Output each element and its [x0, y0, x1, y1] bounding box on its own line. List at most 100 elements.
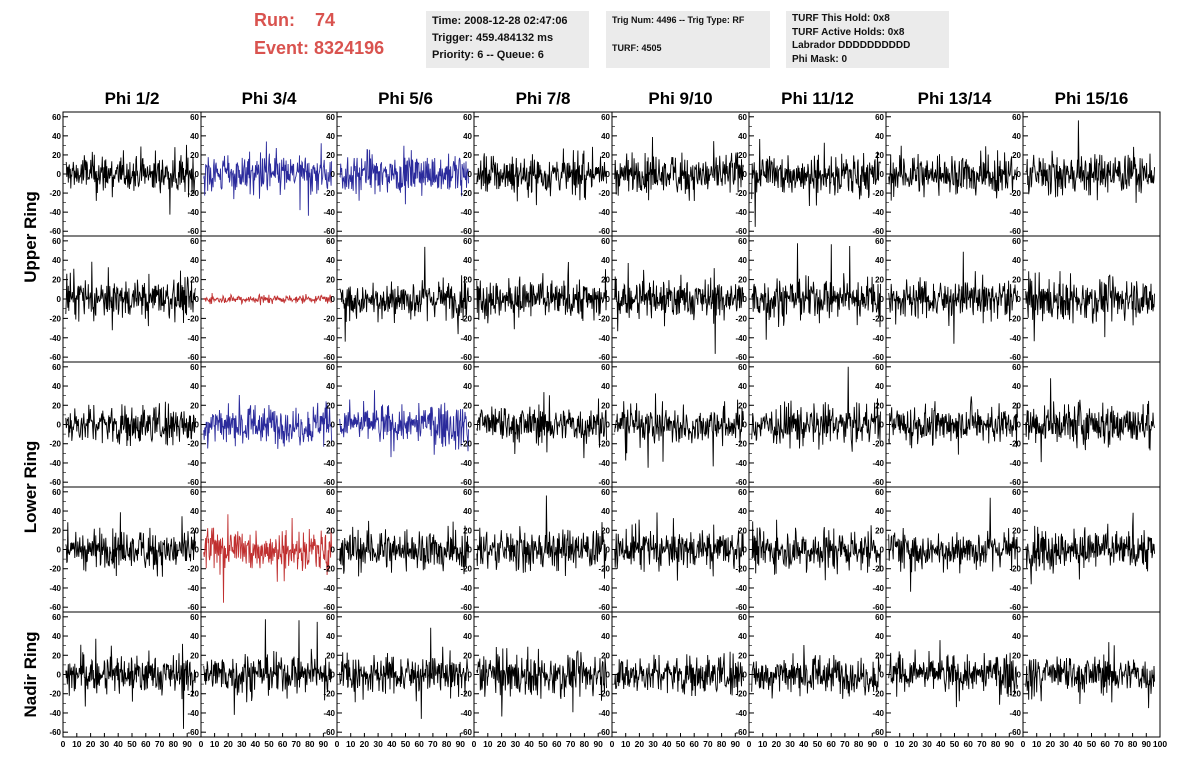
y-tick-label-r2-c8-6: 60	[1012, 237, 1021, 246]
y-tick-label-r1-c7-1: -40	[872, 208, 884, 217]
x-tick-label-c3-6: 60	[414, 739, 424, 749]
y-tick-label-r1-c6-2: -20	[735, 189, 747, 198]
x-tick-label-c6-7: 70	[840, 739, 850, 749]
y-tick-label-r2-c3-4: 20	[326, 276, 335, 285]
y-tick-label-r1-c3-4: 20	[326, 151, 335, 160]
y-tick-label-r3-c5-1: -40	[598, 459, 610, 468]
turf-info-box: TURF This Hold: 0x8 TURF Active Holds: 0…	[786, 11, 949, 68]
y-tick-label-r1-c6-3: 0	[743, 170, 748, 179]
y-tick-label-r5-c7-5: 40	[875, 632, 884, 641]
y-tick-label-r4-c3-6: 60	[326, 488, 335, 497]
waveform-r2-c2	[203, 292, 333, 306]
y-tick-label-r3-c3-0: -60	[323, 478, 335, 487]
waveform-r3-c8	[1025, 378, 1155, 463]
x-tick-label-c2-4: 40	[251, 739, 261, 749]
ring-label-nadir-ring: Nadir Ring	[21, 632, 40, 718]
x-tick-label-c8-8: 80	[1128, 739, 1138, 749]
waveform-r5-c2	[203, 619, 333, 715]
y-tick-label-r4-c6-4: 20	[738, 526, 747, 535]
y-tick-label-r4-c5-6: 60	[601, 488, 610, 497]
y-tick-label-r5-c1-1: -40	[49, 709, 61, 718]
y-tick-label-r1-c7-3: 0	[880, 170, 885, 179]
x-tick-label-c7-6: 60	[963, 739, 973, 749]
y-tick-label-r2-c1-0: -60	[49, 353, 61, 362]
y-tick-label-r3-c6-6: 60	[738, 363, 747, 372]
y-tick-label-r2-c8-5: 40	[1012, 256, 1021, 265]
y-tick-label-r4-c3-0: -60	[323, 603, 335, 612]
y-tick-label-r2-c1-4: 20	[52, 276, 61, 285]
x-tick-label-c6-1: 10	[758, 739, 768, 749]
y-tick-label-r1-c5-5: 40	[601, 132, 610, 141]
y-tick-label-r4-c8-0: -60	[1009, 603, 1021, 612]
y-tick-label-r5-c6-5: 40	[738, 632, 747, 641]
x-tick-label-c8-4: 40	[1073, 739, 1083, 749]
labrador-text: Labrador DDDDDDDDDD	[792, 40, 911, 51]
y-tick-label-r2-c2-3: 0	[195, 295, 200, 304]
y-tick-label-r4-c4-5: 40	[463, 507, 472, 516]
y-tick-label-r2-c6-0: -60	[735, 353, 747, 362]
column-header-1: Phi 1/2	[105, 89, 160, 108]
y-tick-label-r1-c1-3: 0	[57, 170, 62, 179]
y-tick-label-r4-c6-6: 60	[738, 488, 747, 497]
y-tick-label-r1-c5-3: 0	[606, 170, 611, 179]
y-tick-label-r4-c4-4: 20	[463, 526, 472, 535]
column-header-7: Phi 13/14	[918, 89, 992, 108]
priority-text: Priority: 6 -- Queue: 6	[432, 49, 544, 61]
x-tick-label-c4-7: 70	[566, 739, 576, 749]
y-tick-label-r2-c5-5: 40	[601, 256, 610, 265]
y-tick-label-r1-c2-0: -60	[187, 227, 199, 236]
column-header-4: Phi 7/8	[516, 89, 571, 108]
x-tick-label-c2-3: 30	[237, 739, 247, 749]
waveform-r3-c6	[751, 366, 881, 452]
y-tick-label-r5-c1-3: 0	[57, 671, 62, 680]
y-tick-label-r3-c7-6: 60	[875, 363, 884, 372]
y-tick-label-r3-c2-0: -60	[187, 478, 199, 487]
y-tick-label-r1-c4-1: -40	[460, 208, 472, 217]
y-tick-label-r3-c3-6: 60	[326, 363, 335, 372]
y-tick-label-r5-c4-4: 20	[463, 651, 472, 660]
y-tick-label-r5-c5-4: 20	[601, 651, 610, 660]
y-tick-label-r4-c2-2: -20	[187, 565, 199, 574]
y-tick-label-r5-c4-6: 60	[463, 613, 472, 622]
waveform-r3-c1	[65, 401, 196, 447]
x-tick-label-c5-8: 80	[717, 739, 727, 749]
x-tick-label-c3-0: 0	[335, 739, 340, 749]
y-tick-label-r1-c5-6: 60	[601, 113, 610, 122]
x-tick-label-c1-7: 70	[155, 739, 165, 749]
y-tick-label-r4-c8-3: 0	[1017, 546, 1022, 555]
y-tick-label-r1-c3-2: -20	[323, 189, 335, 198]
y-tick-label-r3-c1-2: -20	[49, 440, 61, 449]
y-tick-label-r1-c5-2: -20	[598, 189, 610, 198]
waveform-r1-c2	[203, 141, 333, 216]
y-tick-label-r4-c2-5: 40	[190, 507, 199, 516]
x-tick-label-c6-0: 0	[747, 739, 752, 749]
x-tick-label-c4-0: 0	[472, 739, 477, 749]
y-tick-label-r4-c1-5: 40	[52, 507, 61, 516]
y-tick-label-r1-c1-2: -20	[49, 189, 61, 198]
y-tick-label-r1-c3-6: 60	[326, 113, 335, 122]
y-tick-label-r2-c7-0: -60	[872, 353, 884, 362]
x-tick-label-c3-9: 90	[456, 739, 466, 749]
y-tick-label-r3-c3-5: 40	[326, 382, 335, 391]
y-tick-label-r4-c2-4: 20	[190, 526, 199, 535]
column-header-8: Phi 15/16	[1055, 89, 1129, 108]
y-tick-label-r1-c6-5: 40	[738, 132, 747, 141]
waveform-r4-c3	[339, 520, 469, 577]
y-tick-label-r5-c8-3: 0	[1017, 671, 1022, 680]
y-tick-label-r3-c4-3: 0	[468, 421, 473, 430]
y-tick-label-r5-c1-2: -20	[49, 690, 61, 699]
waveform-r1-c4	[476, 146, 607, 206]
y-tick-label-r1-c4-2: -20	[460, 189, 472, 198]
y-tick-label-r1-c1-6: 60	[52, 113, 61, 122]
y-tick-label-r3-c3-1: -40	[323, 459, 335, 468]
y-tick-label-r5-c5-5: 40	[601, 632, 610, 641]
ring-label-upper-ring: Upper Ring	[21, 191, 40, 283]
x-tick-label-c1-3: 30	[100, 739, 110, 749]
y-tick-label-r5-c6-4: 20	[738, 651, 747, 660]
y-tick-label-r3-c1-0: -60	[49, 478, 61, 487]
x-tick-label-c8-6: 60	[1100, 739, 1110, 749]
y-tick-label-r4-c4-2: -20	[460, 565, 472, 574]
y-tick-label-r5-c6-2: -20	[735, 690, 747, 699]
y-tick-label-r4-c5-5: 40	[601, 507, 610, 516]
